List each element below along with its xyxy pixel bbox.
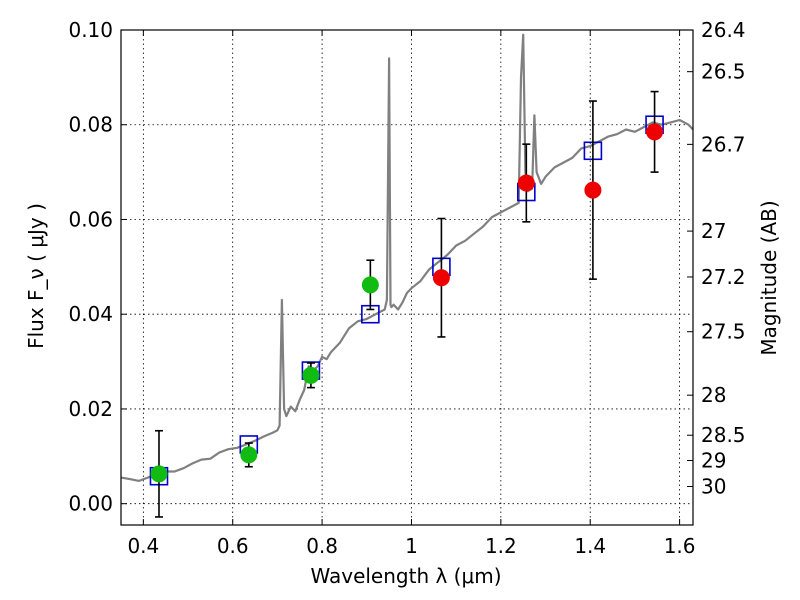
- y-tick-label: 0.10: [68, 18, 113, 42]
- grid: [121, 29, 693, 525]
- x-tick-label: 1.4: [574, 534, 606, 558]
- right-tick-label: 29: [701, 448, 726, 472]
- y-tick-label: 0.04: [68, 302, 113, 326]
- right-tick-label: 28.5: [701, 423, 746, 447]
- photometry-point: [150, 465, 168, 483]
- x-tick-label: 0.6: [217, 534, 249, 558]
- photometry-point: [302, 366, 320, 384]
- photometry-point: [240, 446, 258, 464]
- right-tick-label: 26.4: [701, 18, 746, 42]
- right-tick-label: 27.2: [701, 265, 746, 289]
- right-tick-label: 26.7: [701, 132, 746, 156]
- plot-frame: [120, 29, 694, 526]
- axes-frame: [120, 29, 694, 526]
- x-axis-label: Wavelength λ (μm): [310, 564, 501, 588]
- model-spectrum-line: [120, 33, 694, 482]
- x-tick-label: 1: [405, 534, 418, 558]
- x-tick-label: 0.8: [306, 534, 338, 558]
- y-tick-label: 0.02: [68, 397, 113, 421]
- photometry-point: [361, 276, 379, 294]
- right-tick-label: 28: [701, 383, 726, 407]
- plot-area: [120, 33, 694, 518]
- y-tick-label: 0.00: [68, 492, 113, 516]
- x-tick-label: 0.4: [127, 534, 159, 558]
- y-tick-label: 0.06: [68, 207, 113, 231]
- y-axis-label: Flux F_ν ( μJy ): [24, 203, 48, 349]
- right-tick-label: 26.5: [701, 60, 746, 84]
- y-axis-right-label: Magnitude (AB): [757, 200, 781, 355]
- right-tick-label: 30: [701, 474, 726, 498]
- y-tick-label: 0.08: [68, 113, 113, 137]
- photometry-point: [517, 174, 535, 192]
- right-tick-label: 27.5: [701, 320, 746, 344]
- photometry-point: [432, 269, 450, 287]
- right-tick-label: 27: [701, 219, 726, 243]
- x-tick-label: 1.6: [664, 534, 696, 558]
- x-tick-label: 1.2: [485, 534, 517, 558]
- ticks: 0.4 0.6 0.8 1 1.2 1.4 1.6 0.00 0.02 0.04 0.06 0.08 0…: [68, 18, 745, 558]
- photometry-point: [646, 123, 664, 141]
- photometry-point: [584, 181, 602, 199]
